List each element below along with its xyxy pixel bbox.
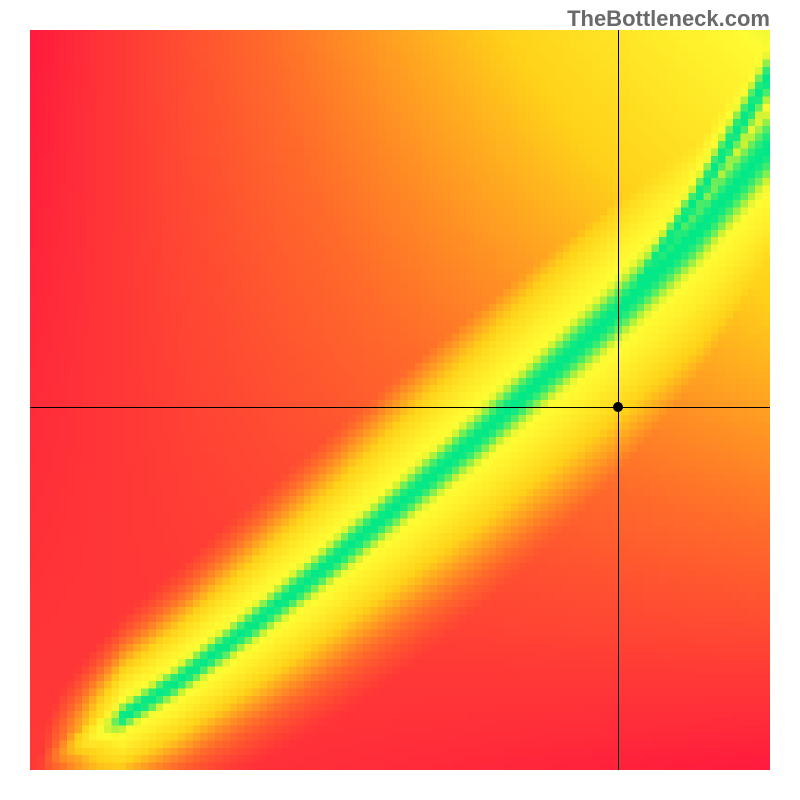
- crosshair-vertical: [618, 30, 619, 770]
- crosshair-horizontal: [30, 407, 770, 408]
- watermark-text: TheBottleneck.com: [567, 6, 770, 32]
- crosshair-marker: [613, 402, 623, 412]
- heatmap-plot: [30, 30, 770, 770]
- heatmap-canvas: [30, 30, 770, 770]
